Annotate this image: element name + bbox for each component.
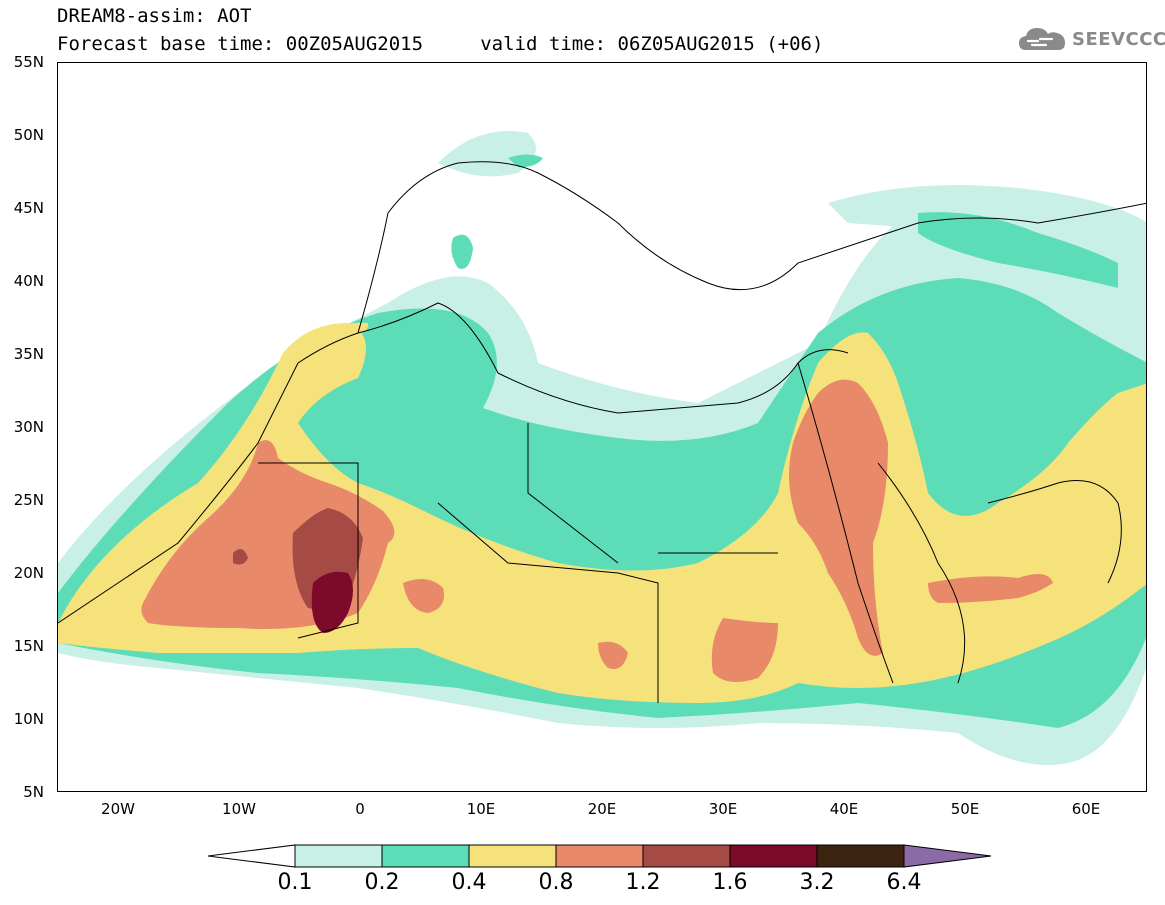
lat-label: 10N xyxy=(13,710,44,728)
forecast-time-line: Forecast base time: 00Z05AUG2015 valid t… xyxy=(57,33,824,55)
colorbar-label: 6.4 xyxy=(886,870,922,895)
cloud-icon xyxy=(1019,28,1065,50)
colorbar-box xyxy=(555,844,644,868)
lat-label: 5N xyxy=(23,783,44,801)
colorbar-under-arrow xyxy=(208,844,296,868)
colorbar-label: 0.2 xyxy=(364,870,400,895)
lat-label: 35N xyxy=(13,345,44,363)
lat-label: 40N xyxy=(13,272,44,290)
logo-text: SEEVCCC xyxy=(1072,28,1165,50)
colorbar-over-arrow xyxy=(903,844,992,868)
aot-map xyxy=(57,62,1147,792)
lat-label: 50N xyxy=(13,126,44,144)
colorbar-label: 0.1 xyxy=(277,870,313,895)
map-title: DREAM8-assim: AOT xyxy=(57,5,252,27)
lat-label: 25N xyxy=(13,491,44,509)
coastlines xyxy=(58,161,1146,703)
colorbar-box xyxy=(642,844,731,868)
lon-label: 30E xyxy=(708,800,738,818)
colorbar-box xyxy=(468,844,557,868)
aot-field xyxy=(58,131,1146,765)
lon-label: 20E xyxy=(587,800,617,818)
lon-label: 10E xyxy=(466,800,496,818)
colorbar-label: 0.8 xyxy=(538,870,574,895)
lon-label: 10W xyxy=(222,800,256,818)
colorbar-label: 1.6 xyxy=(712,870,748,895)
colorbar-box xyxy=(381,844,470,868)
lat-label: 30N xyxy=(13,418,44,436)
lat-label: 45N xyxy=(13,199,44,217)
colorbar-box xyxy=(729,844,818,868)
lon-label: 60E xyxy=(1071,800,1101,818)
lat-label: 20N xyxy=(13,564,44,582)
lat-label: 15N xyxy=(13,637,44,655)
colorbar xyxy=(208,844,992,868)
lon-label: 50E xyxy=(950,800,980,818)
lat-label: 55N xyxy=(13,53,44,71)
aot-level-1.6 xyxy=(311,571,353,633)
lon-label: 0 xyxy=(355,800,365,818)
colorbar-label: 3.2 xyxy=(799,870,835,895)
colorbar-label: 1.2 xyxy=(625,870,661,895)
colorbar-box xyxy=(294,844,383,868)
lon-label: 20W xyxy=(101,800,135,818)
seevccc-logo: SEEVCCC xyxy=(1018,24,1165,54)
colorbar-box xyxy=(816,844,905,868)
lon-label: 40E xyxy=(829,800,859,818)
colorbar-label: 0.4 xyxy=(451,870,487,895)
